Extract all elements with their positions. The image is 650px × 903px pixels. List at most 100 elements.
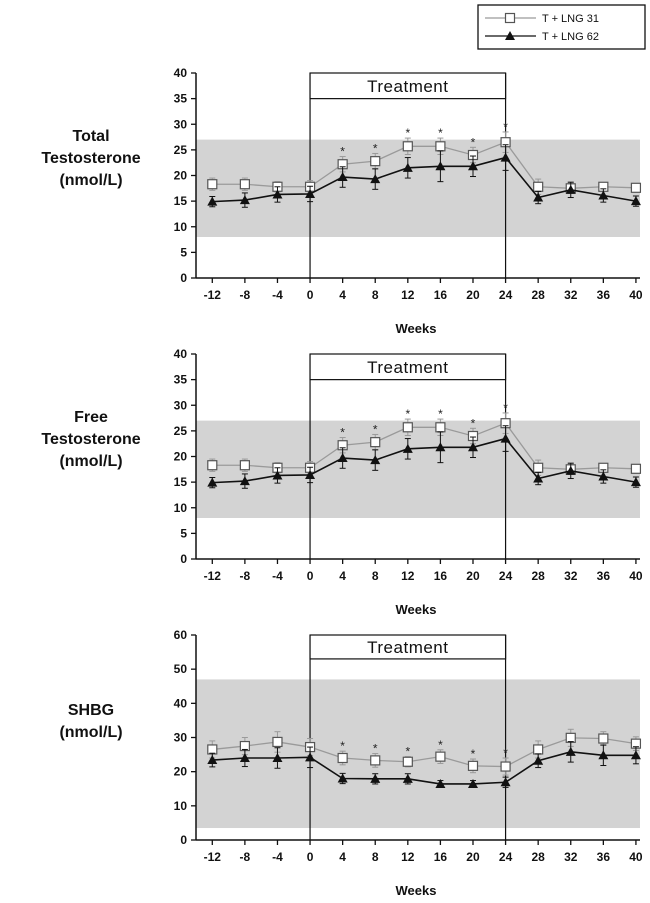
c2-series-t-lng-62-point-10 bbox=[533, 755, 544, 765]
c1-series-t-lng-62-point-1 bbox=[239, 476, 250, 486]
c2-series-t-lng-31-line bbox=[212, 737, 637, 768]
c2-xtick-label-0: -12 bbox=[204, 850, 222, 864]
c1-xtick-label-5: 8 bbox=[372, 569, 379, 583]
c2-xtick-label-2: -4 bbox=[272, 850, 283, 864]
c2-ytick-label-4: 40 bbox=[174, 696, 188, 710]
c2-xtick-label-12: 36 bbox=[597, 850, 611, 864]
c2-series-t-lng-31-point-7 bbox=[435, 751, 446, 762]
c2-xtick-label-5: 8 bbox=[372, 850, 379, 864]
c2-significance-star-4: * bbox=[471, 747, 476, 761]
c1-treatment-label: Treatment bbox=[367, 358, 448, 377]
legend-label-t-lng-31: T + LNG 31 bbox=[542, 13, 599, 25]
c2-series-t-lng-62-point-12 bbox=[598, 750, 609, 760]
c2-series-t-lng-62-point-13 bbox=[630, 750, 641, 760]
c2-significance-star-3: * bbox=[438, 738, 443, 752]
c0-significance-star-3: * bbox=[438, 126, 443, 140]
c0-xtick-label-13: 40 bbox=[629, 288, 643, 302]
c0-series-t-lng-31-point-6 bbox=[402, 141, 413, 152]
c1-xtick-label-3: 0 bbox=[307, 569, 314, 583]
c1-ylabel-line-0: Free bbox=[74, 409, 108, 426]
c2-significance-star-2: * bbox=[405, 745, 410, 759]
c1-ytick-label-1: 5 bbox=[180, 526, 187, 540]
c2-series-t-lng-62-point-4 bbox=[337, 773, 348, 783]
c2-xtick-label-7: 16 bbox=[434, 850, 448, 864]
c2-series-t-lng-31-point-9 bbox=[500, 761, 511, 772]
c0-xtick-label-11: 32 bbox=[564, 288, 578, 302]
c0-xtick-label-0: -12 bbox=[204, 288, 222, 302]
c1-series-t-lng-62-point-9 bbox=[500, 433, 511, 443]
c1-xtick-label-7: 16 bbox=[434, 569, 448, 583]
c2-series-t-lng-31-point-11 bbox=[565, 732, 576, 743]
c2-significance-star-1: * bbox=[373, 742, 378, 756]
c1-series-t-lng-62-point-6 bbox=[402, 443, 413, 453]
c1-series-t-lng-62-point-10 bbox=[533, 473, 544, 483]
c1-xtick-label-9: 24 bbox=[499, 569, 513, 583]
c2-series-t-lng-31-point-12 bbox=[598, 733, 609, 744]
c2-xtick-label-4: 4 bbox=[339, 850, 346, 864]
c1-ylabel-line-2: (nmol/L) bbox=[59, 453, 122, 470]
c1-series-t-lng-31-line bbox=[212, 422, 636, 470]
c2-ylabel-line-1: (nmol/L) bbox=[59, 724, 122, 741]
c2-ytick-label-3: 30 bbox=[174, 731, 188, 745]
c1-series-t-lng-62-point-11 bbox=[565, 465, 576, 475]
c2-ytick-label-0: 0 bbox=[180, 833, 187, 847]
c0-treatment-box bbox=[309, 72, 507, 100]
legend-marker-open-square bbox=[504, 12, 516, 24]
c2-significance-star-5: * bbox=[503, 746, 508, 760]
c2-series-t-lng-31-point-0 bbox=[207, 744, 218, 755]
c2-series-t-lng-31-point-5 bbox=[370, 755, 381, 766]
c1-series-t-lng-62-point-12 bbox=[598, 471, 609, 481]
c1-series-t-lng-31-point-10 bbox=[533, 462, 544, 473]
c0-series-t-lng-62-point-4 bbox=[337, 172, 348, 182]
legend-frame bbox=[477, 4, 646, 50]
c1-series-t-lng-31-point-5 bbox=[370, 437, 381, 448]
c0-series-t-lng-62-point-9 bbox=[500, 152, 511, 162]
c0-xtick-label-12: 36 bbox=[597, 288, 611, 302]
c2-series-t-lng-62-point-1 bbox=[239, 753, 250, 762]
c1-xtick-label-2: -4 bbox=[272, 569, 283, 583]
c1-significance-star-3: * bbox=[438, 407, 443, 421]
c0-xtick-label-3: 0 bbox=[307, 288, 314, 302]
c2-series-t-lng-62-point-11 bbox=[565, 746, 576, 756]
c1-xtick-label-6: 12 bbox=[401, 569, 415, 583]
c1-xlabel: Weeks bbox=[396, 602, 437, 617]
c0-significance-star-0: * bbox=[340, 145, 345, 159]
c1-xtick-label-0: -12 bbox=[204, 569, 222, 583]
c1-significance-star-4: * bbox=[471, 416, 476, 430]
c0-series-t-lng-31-point-7 bbox=[435, 141, 446, 152]
c1-ytick-label-2: 10 bbox=[174, 501, 188, 515]
c0-xlabel: Weeks bbox=[396, 321, 437, 336]
c0-series-t-lng-62-point-0 bbox=[207, 196, 218, 206]
c2-xtick-label-8: 20 bbox=[466, 850, 480, 864]
c0-ylabel-line-0: Total bbox=[72, 128, 109, 145]
c0-series-t-lng-31-point-0 bbox=[207, 179, 218, 190]
c0-series-t-lng-62-line bbox=[212, 156, 637, 203]
c0-series-t-lng-62-point-8 bbox=[467, 161, 478, 171]
c0-ylabel-line-1: Testosterone bbox=[41, 150, 140, 167]
c2-xtick-label-10: 28 bbox=[531, 850, 545, 864]
c2-series-t-lng-62-point-0 bbox=[207, 755, 218, 765]
c0-ytick-label-4: 20 bbox=[174, 169, 188, 183]
panel-shbg: Treatment 0 10 20 30 40 50 60 -12 -8 -4 0 4 8 12 16 20 24… bbox=[59, 628, 642, 898]
c0-significance-star-5: * bbox=[503, 120, 508, 134]
c1-series-t-lng-62-point-0 bbox=[207, 477, 218, 487]
legend-marker-filled-triangle bbox=[505, 31, 515, 40]
c0-ytick-label-6: 30 bbox=[174, 117, 188, 131]
c1-series-t-lng-62-point-5 bbox=[370, 455, 381, 465]
c0-xtick-label-5: 8 bbox=[372, 288, 379, 302]
c2-xtick-label-11: 32 bbox=[564, 850, 578, 864]
c1-ytick-label-0: 0 bbox=[180, 552, 187, 566]
c2-ytick-label-5: 50 bbox=[174, 662, 188, 676]
c1-ytick-label-7: 35 bbox=[174, 373, 188, 387]
c2-series-t-lng-62-point-7 bbox=[435, 778, 446, 788]
c1-ytick-label-6: 30 bbox=[174, 398, 188, 412]
c2-xlabel: Weeks bbox=[396, 883, 437, 898]
c0-xtick-label-2: -4 bbox=[272, 288, 283, 302]
legend: T + LNG 31 T + LNG 62 bbox=[477, 4, 646, 50]
c2-xtick-label-1: -8 bbox=[240, 850, 251, 864]
c0-xtick-label-8: 20 bbox=[466, 288, 480, 302]
c1-ylabel-line-1: Testosterone bbox=[41, 431, 140, 448]
c0-series-t-lng-31-point-5 bbox=[370, 156, 381, 167]
c0-series-t-lng-62-point-3 bbox=[305, 188, 316, 198]
c2-series-t-lng-31-point-4 bbox=[337, 752, 348, 764]
